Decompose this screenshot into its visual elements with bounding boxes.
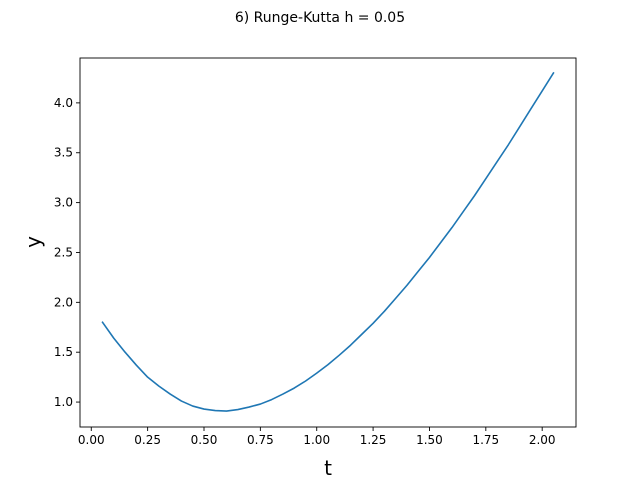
series-line xyxy=(101,71,555,412)
y-tick-label: 1.5 xyxy=(54,345,73,359)
y-tick-label: 2.5 xyxy=(54,245,73,259)
plot-frame xyxy=(79,57,577,428)
y-tick-label: 4.0 xyxy=(54,96,73,110)
x-tick-label: 1.25 xyxy=(360,433,387,447)
plot-area: 0.00 0.25 0.50 0.75 1.00 1.25 1.50 1.75 2.00 1.0 1… xyxy=(54,57,577,447)
x-tick-label: 1.00 xyxy=(303,433,330,447)
x-tick-label: 0.25 xyxy=(134,433,161,447)
y-tick-label: 1.0 xyxy=(54,395,73,409)
x-tick-label: 2.00 xyxy=(529,433,556,447)
y-tick-label: 3.0 xyxy=(54,196,73,210)
chart-title: 6) Runge-Kutta h = 0.05 xyxy=(235,10,405,26)
y-tick-label: 2.0 xyxy=(54,295,73,309)
x-axis-label: t xyxy=(324,456,332,480)
y-axis-label: y xyxy=(21,236,45,248)
x-tick-label: 1.50 xyxy=(416,433,443,447)
x-tick-label: 0.75 xyxy=(247,433,274,447)
x-tick-label: 0.00 xyxy=(78,433,105,447)
y-tick-label: 3.5 xyxy=(54,146,73,160)
x-tick-label: 0.50 xyxy=(191,433,218,447)
x-tick-label: 1.75 xyxy=(472,433,499,447)
